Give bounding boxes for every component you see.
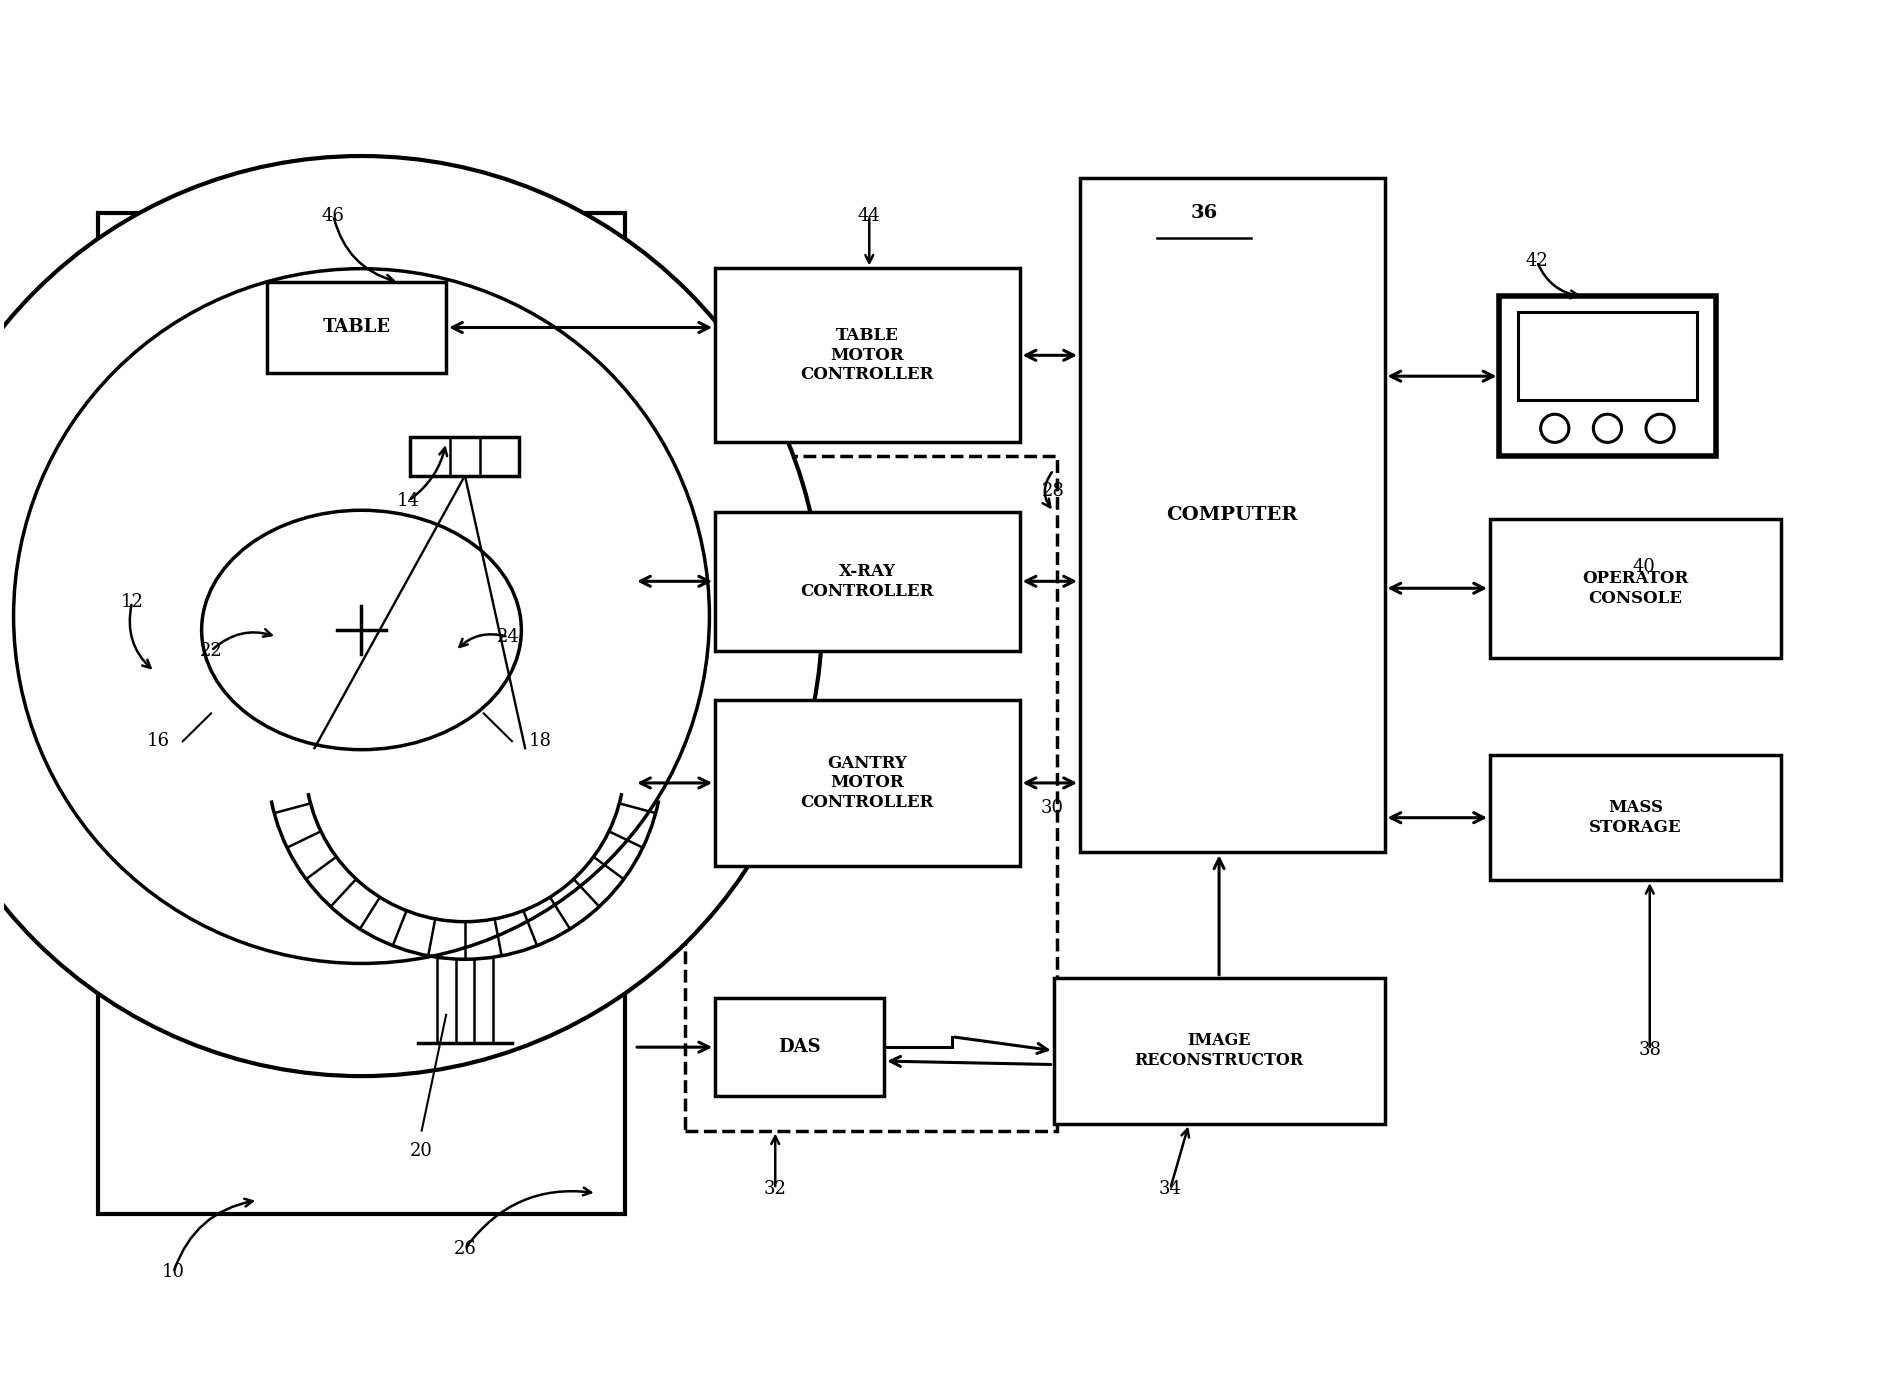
Text: GANTRY
MOTOR
CONTROLLER: GANTRY MOTOR CONTROLLER (801, 755, 933, 811)
Ellipse shape (13, 269, 710, 964)
Bar (1500, 297, 1715, 456)
Text: IMAGE
RECONSTRUCTOR: IMAGE RECONSTRUCTOR (1135, 1032, 1303, 1069)
Ellipse shape (1592, 414, 1621, 442)
Bar (1490, 519, 1781, 658)
Bar (1054, 978, 1385, 1123)
Bar (410, 436, 519, 476)
Bar (716, 999, 884, 1095)
Text: 38: 38 (1638, 1041, 1660, 1059)
Text: 24: 24 (497, 628, 519, 646)
Text: 46: 46 (321, 207, 344, 225)
Bar (716, 512, 1020, 651)
Ellipse shape (1541, 414, 1570, 442)
Text: 40: 40 (1632, 558, 1655, 576)
Text: 32: 32 (763, 1179, 786, 1198)
Text: 22: 22 (200, 642, 223, 660)
Bar (268, 283, 446, 372)
Bar (1081, 178, 1385, 852)
Text: 30: 30 (1041, 799, 1064, 817)
Ellipse shape (0, 157, 822, 1076)
Text: 34: 34 (1158, 1179, 1183, 1198)
Bar (716, 700, 1020, 866)
Text: OPERATOR
CONSOLE: OPERATOR CONSOLE (1583, 569, 1689, 607)
Text: 20: 20 (410, 1143, 433, 1160)
Text: COMPUTER: COMPUTER (1167, 506, 1298, 525)
Text: MASS
STORAGE: MASS STORAGE (1589, 799, 1681, 837)
Text: 14: 14 (397, 491, 419, 509)
Text: 42: 42 (1526, 252, 1549, 270)
Bar (98, 213, 625, 1214)
Bar (1490, 755, 1781, 880)
Text: TABLE: TABLE (323, 319, 391, 337)
Text: 44: 44 (858, 207, 880, 225)
Bar (716, 269, 1020, 442)
Text: DAS: DAS (778, 1038, 822, 1056)
Ellipse shape (202, 511, 521, 750)
Text: TABLE
MOTOR
CONTROLLER: TABLE MOTOR CONTROLLER (801, 327, 933, 383)
Ellipse shape (1645, 414, 1674, 442)
Text: 10: 10 (162, 1263, 185, 1281)
Text: 18: 18 (529, 732, 552, 750)
Text: X-RAY
CONTROLLER: X-RAY CONTROLLER (801, 562, 933, 600)
Bar (686, 456, 1058, 1130)
Text: 36: 36 (1190, 204, 1218, 222)
Text: 28: 28 (1043, 481, 1065, 499)
Bar (1519, 312, 1696, 400)
Text: 16: 16 (147, 732, 170, 750)
Text: 12: 12 (121, 593, 144, 611)
Text: 26: 26 (453, 1240, 476, 1258)
